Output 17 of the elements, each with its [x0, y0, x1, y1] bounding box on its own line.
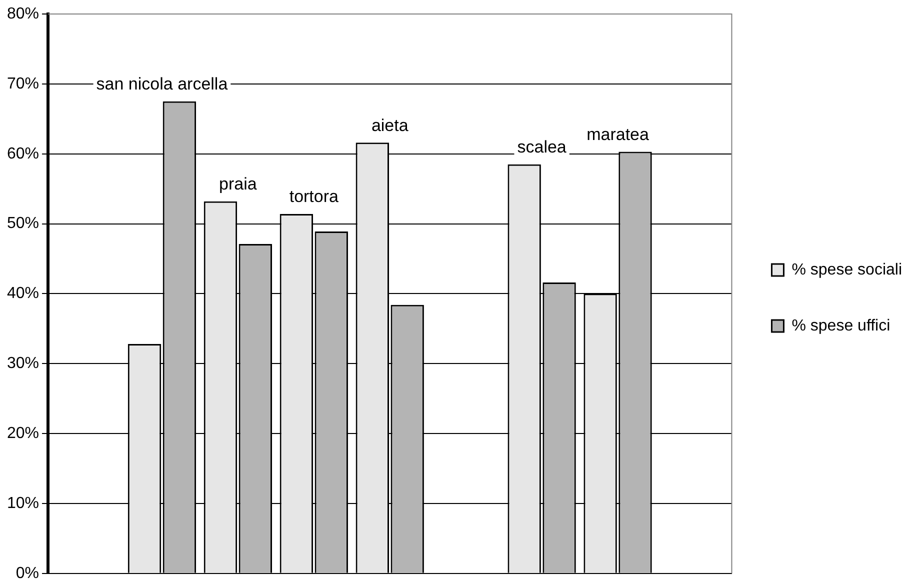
- y-tick-label: 30%: [6, 355, 40, 372]
- y-tick-label: 60%: [6, 145, 40, 162]
- x-tick-label: aieta: [371, 116, 409, 135]
- x-tick-label: maratea: [586, 124, 650, 144]
- x-tick-label: san nicola arcella: [96, 74, 228, 94]
- y-tick-label: 40%: [6, 285, 40, 302]
- legend-label: % spese sociali: [792, 261, 902, 278]
- x-tick-label: tortora: [289, 187, 340, 206]
- x-tick-label: praia: [219, 174, 258, 194]
- y-tick-label: 10%: [6, 494, 40, 512]
- y-tick-label: 70%: [6, 75, 40, 92]
- x-tick-label: scalea: [517, 138, 567, 157]
- y-tick-label: 80%: [6, 5, 40, 22]
- y-tick-label: 20%: [6, 424, 40, 442]
- y-tick-label: 0%: [16, 564, 40, 582]
- y-tick-label: 50%: [6, 215, 40, 232]
- legend-label: % spese uffici: [792, 317, 890, 334]
